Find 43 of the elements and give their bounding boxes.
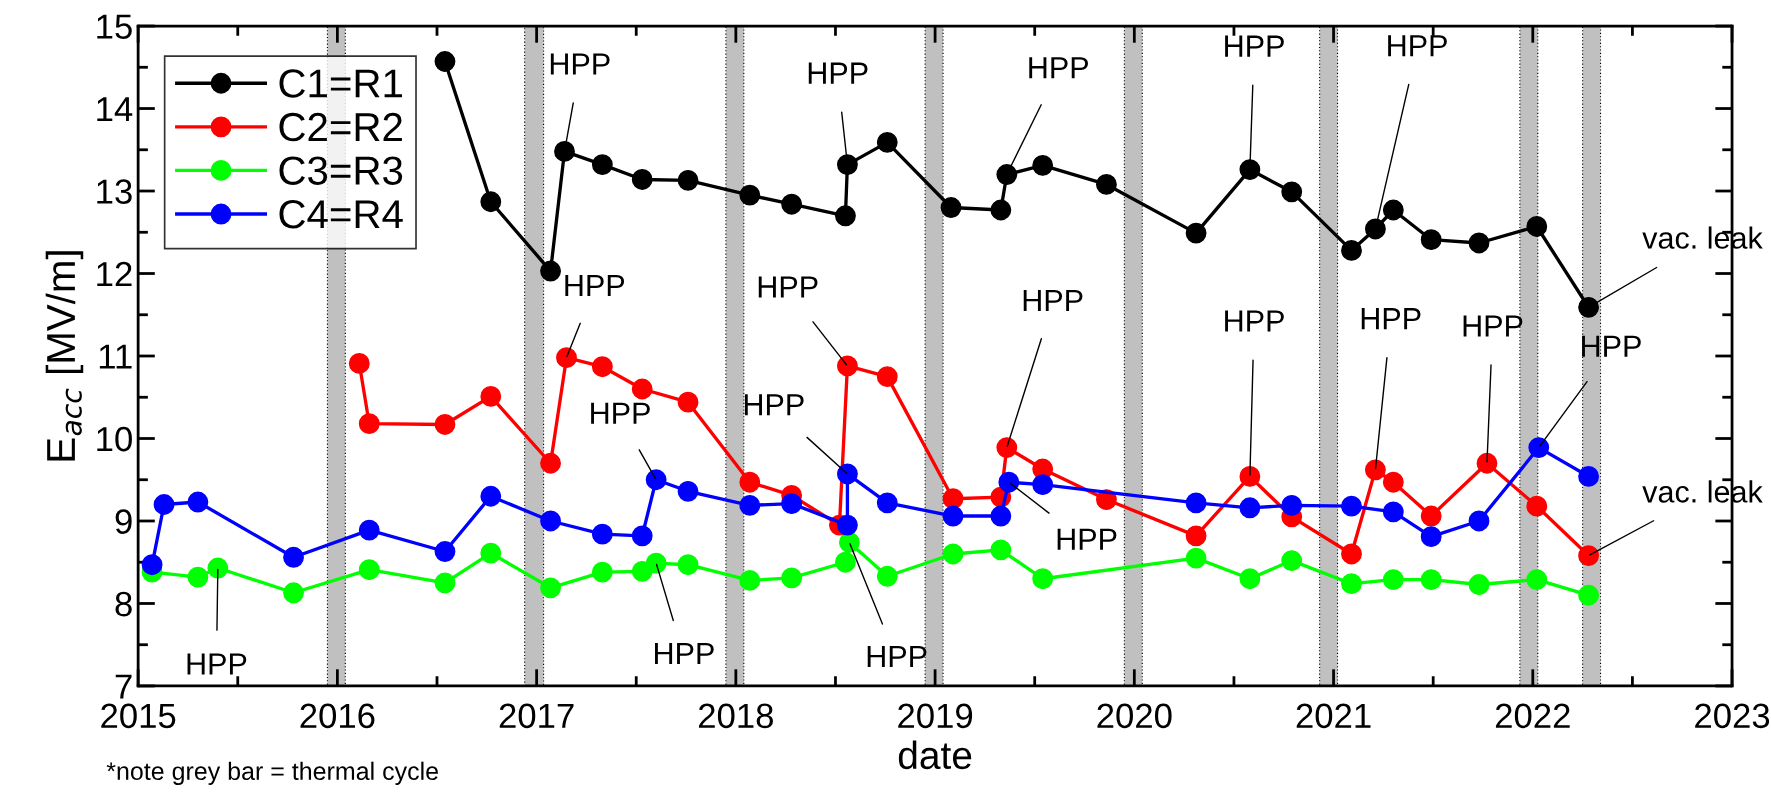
legend-label: C3=R3 [279, 156, 403, 185]
x-tick-label: 2023 [1695, 703, 1770, 729]
annotation: HPP [655, 643, 714, 665]
y-tick-label: 14 [97, 97, 133, 122]
annotation: HPP [1388, 35, 1447, 57]
annotation: HPP [758, 276, 818, 298]
annotation: HPP [550, 53, 610, 75]
text: *note grey bar = thermal cycle [106, 761, 438, 785]
x-tick-label: 2020 [1097, 703, 1172, 729]
annotation: HPP [1463, 315, 1523, 337]
annotation: HPP [1057, 528, 1117, 550]
y-axis-title: E$_{acc}$ [MV/m] [45, 251, 84, 461]
annotation: HPP [1023, 290, 1083, 312]
x-tick-label: 2022 [1495, 703, 1570, 729]
x-tick-label: 2015 [101, 703, 176, 729]
y-tick-label: 11 [99, 344, 132, 369]
x-axis-title: date [898, 740, 972, 770]
x-tick-label: 2021 [1296, 703, 1371, 729]
annotation: HPP [808, 62, 868, 84]
annotation: HPP [187, 653, 247, 675]
annotation: HPP [1582, 335, 1641, 357]
y-tick-label: 15 [97, 14, 132, 39]
legend-label: C1=R1 [279, 69, 402, 98]
annotation: HPP [1361, 308, 1421, 330]
x-tick-label: 2016 [300, 703, 375, 729]
x-tick-label: 2018 [698, 703, 773, 729]
y-tick-label: 9 [115, 509, 132, 534]
annotation: HPP [1029, 57, 1088, 79]
legend-label: C2=R2 [279, 112, 402, 142]
annotation: HPP [744, 394, 804, 416]
annotation: HPP [867, 645, 927, 668]
y-tick-label: 10 [97, 426, 132, 452]
y-tick-label: 7 [115, 674, 132, 699]
annotation: HPP [1225, 310, 1284, 332]
annotation: HPP [565, 275, 625, 297]
y-tick-label: 8 [115, 591, 132, 617]
annotation: HPP [1225, 35, 1284, 57]
legend-label: C4=R4 [279, 199, 403, 229]
y-tick-label: 12 [97, 261, 132, 287]
y-tick-label: 13 [97, 179, 132, 204]
x-tick-label: 2017 [499, 703, 574, 729]
annotation: HPP [591, 402, 650, 424]
x-tick-label: 2019 [898, 703, 973, 729]
